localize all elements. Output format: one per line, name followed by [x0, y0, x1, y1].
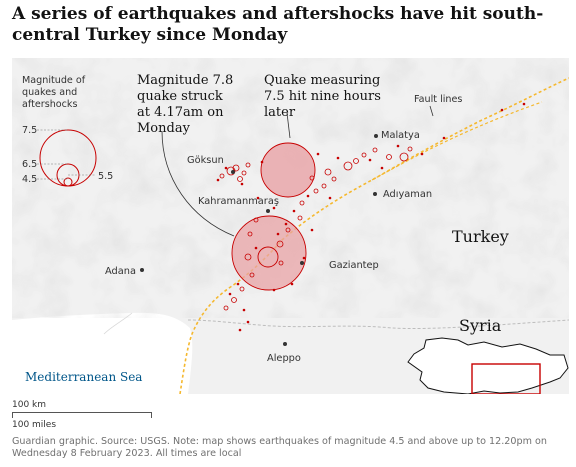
quake-circle-7-8 — [231, 215, 307, 291]
annotation-first-quake-line-1: Magnitude 7.8 — [137, 73, 233, 88]
city-label-gaziantep: Gaziantep — [329, 260, 379, 271]
sea-area — [12, 312, 193, 394]
country-label-syria: Syria — [459, 316, 502, 335]
legend-tick-label: 4.5 — [22, 174, 37, 185]
locator-inset — [407, 337, 569, 394]
aftershock-dots — [216, 102, 526, 332]
city-markers — [140, 134, 378, 346]
quake-circle-6-7 — [257, 246, 279, 268]
legend-tick-label: 5.5 — [98, 171, 113, 182]
aftershocks — [219, 146, 413, 311]
map-svg: Magnitude of quakes and aftershocks 7.5 … — [12, 58, 569, 394]
annotation-first-quake-line-4: Monday — [137, 121, 191, 136]
leader-fault-lines — [429, 105, 434, 117]
sea-label: Mediterranean Sea — [25, 370, 142, 384]
city-marker-gaziantep — [300, 261, 304, 265]
annotation-first-quake-line-2: quake struck — [137, 89, 223, 104]
legend-circles — [37, 129, 97, 187]
city-marker-aleppo — [283, 342, 287, 346]
leader-second-quake — [286, 112, 291, 139]
locator-highlight-box — [471, 363, 541, 394]
footer-note: Guardian graphic. Source: USGS. Note: ma… — [12, 436, 547, 459]
annotation-second-quake-line-2: 7.5 hit nine hours — [264, 89, 381, 104]
fault-line-main — [179, 77, 569, 394]
border-line — [187, 319, 569, 330]
map: Magnitude of quakes and aftershocks 7.5 … — [12, 58, 569, 394]
city-label-adiyaman: Adıyaman — [383, 189, 432, 200]
city-marker-kahramanmaras — [266, 209, 270, 213]
annotation-second-quake-line-3: later — [264, 105, 296, 120]
annotation-first-quake-line-3: at 4.17am on — [137, 105, 224, 120]
city-label-kahramanmaras: Kahramanmaraş — [198, 196, 279, 207]
legend-title-line-2: quakes and — [22, 87, 77, 98]
leader-first-quake — [161, 130, 235, 237]
legend-title-line-3: aftershocks — [22, 99, 77, 110]
legend-tick-label: 7.5 — [22, 125, 37, 136]
country-label-turkey: Turkey — [452, 227, 509, 246]
legend-tick-label: 6.5 — [22, 159, 37, 170]
city-marker-malatya — [374, 134, 378, 138]
city-marker-adana — [140, 268, 144, 272]
scale-label-miles: 100 miles — [12, 420, 57, 430]
city-label-aleppo: Aleppo — [267, 353, 301, 364]
quake-circle-7-5 — [260, 142, 316, 198]
fault-line-branch — [371, 101, 543, 181]
annotation-second-quake-line-1: Quake measuring — [264, 73, 380, 88]
city-label-goksun: Göksun — [187, 155, 224, 166]
locator-turkey-outline — [407, 337, 569, 394]
annotation-fault-lines: Fault lines — [414, 94, 462, 105]
city-label-adana: Adana — [105, 266, 136, 277]
city-marker-goksun — [231, 170, 235, 174]
city-label-malatya: Malatya — [381, 130, 420, 141]
scale-label-km: 100 km — [12, 400, 47, 410]
city-marker-adiyaman — [373, 192, 377, 196]
headline: A series of earthquakes and aftershocks … — [12, 4, 544, 45]
legend-title-line-1: Magnitude of — [22, 75, 86, 86]
scale-bar — [12, 412, 152, 418]
